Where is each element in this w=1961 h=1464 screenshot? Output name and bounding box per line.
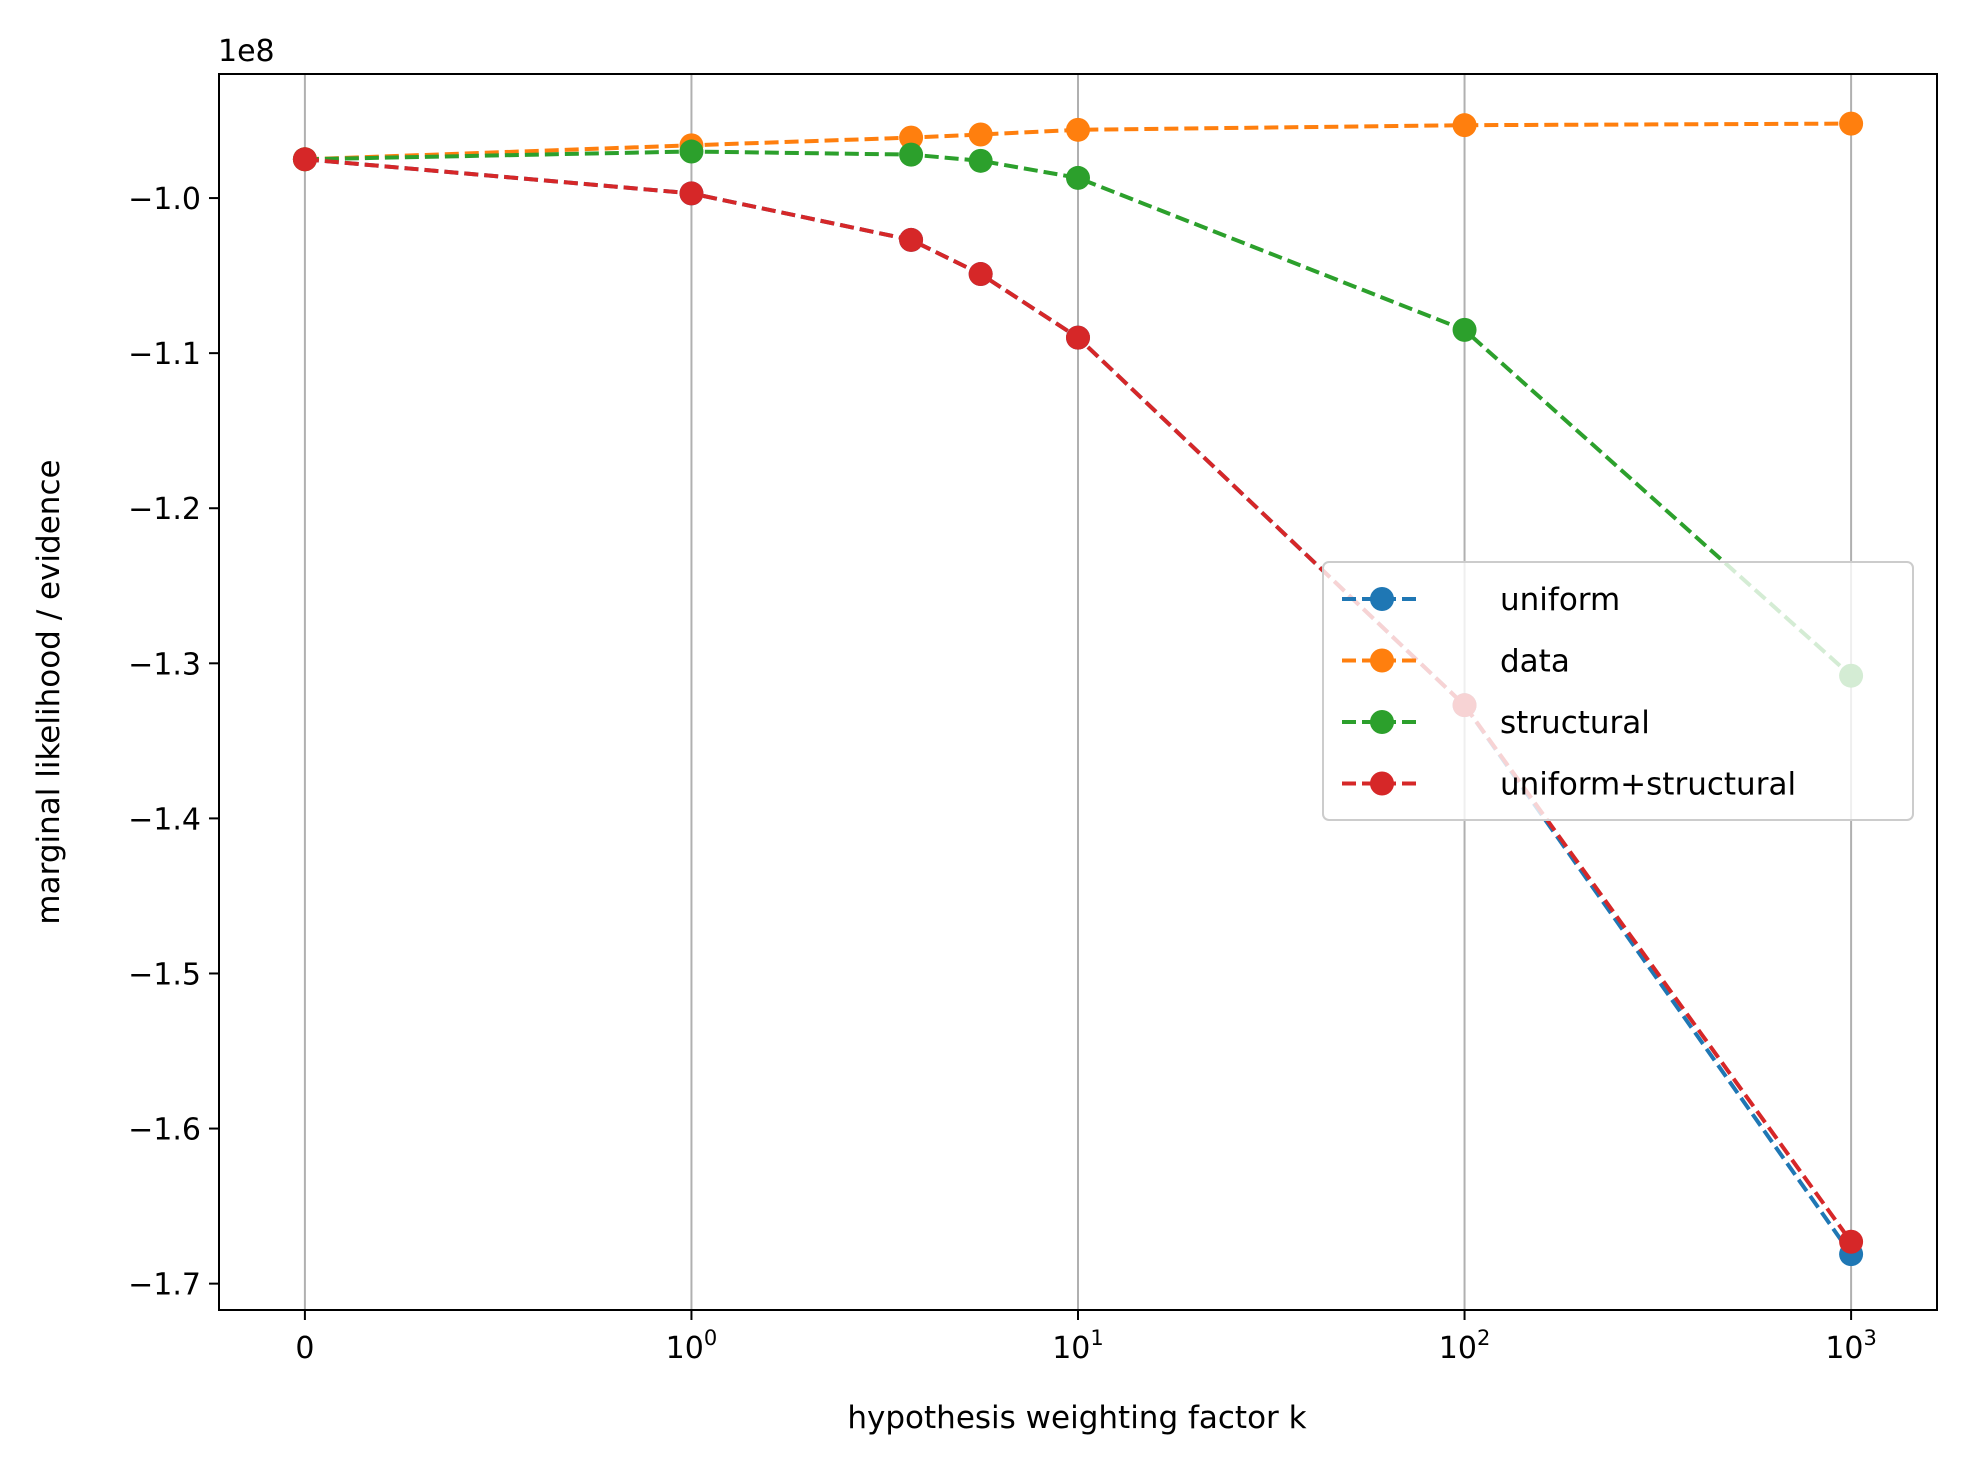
- data-point-uniform-structural: [1839, 1230, 1863, 1254]
- y-tick-label: −1.2: [128, 492, 201, 527]
- line-chart: 0 100 101 102 103 −1.0−1.1−1.2−1.3−1.4−1.5−1…: [0, 0, 1961, 1464]
- y-tick-label: −1.0: [128, 182, 201, 217]
- data-point-structural: [969, 149, 993, 173]
- legend: uniform data structural uniform+structural: [1323, 562, 1913, 820]
- legend-label: data: [1500, 644, 1570, 680]
- data-point-structural: [899, 143, 923, 167]
- data-point-data: [969, 122, 993, 146]
- x-axis-label: hypothesis weighting factor k: [847, 1400, 1306, 1436]
- legend-label: uniform: [1500, 582, 1620, 618]
- data-point-structural: [1066, 166, 1090, 190]
- legend-marker-uniform-structural: [1370, 772, 1394, 796]
- y-tick-label: −1.1: [128, 337, 201, 372]
- y-tick-label: −1.7: [128, 1268, 201, 1303]
- legend-label: structural: [1500, 705, 1650, 741]
- data-point-structural: [1453, 318, 1477, 342]
- data-point-uniform-structural: [1066, 326, 1090, 350]
- legend-marker-uniform: [1370, 587, 1394, 611]
- legend-marker-structural: [1370, 710, 1394, 734]
- y-tick-label: −1.5: [128, 957, 201, 992]
- x-tick-label: 0: [295, 1331, 314, 1366]
- data-point-uniform-structural: [293, 147, 317, 171]
- data-point-structural: [679, 140, 703, 164]
- legend-marker-data: [1370, 649, 1394, 673]
- data-point-data: [1453, 113, 1477, 137]
- y-tick-label: −1.3: [128, 647, 201, 682]
- y-tick-label: −1.6: [128, 1113, 201, 1148]
- data-point-data: [1839, 112, 1863, 136]
- legend-label: uniform+structural: [1500, 767, 1796, 803]
- data-point-uniform-structural: [679, 181, 703, 205]
- data-point-uniform-structural: [899, 228, 923, 252]
- data-point-uniform-structural: [969, 262, 993, 286]
- y-offset-text: 1e8: [218, 34, 275, 69]
- y-axis-label: marginal likelihood / evidence: [31, 459, 67, 924]
- data-point-data: [1066, 118, 1090, 142]
- y-tick-label: −1.4: [128, 802, 201, 837]
